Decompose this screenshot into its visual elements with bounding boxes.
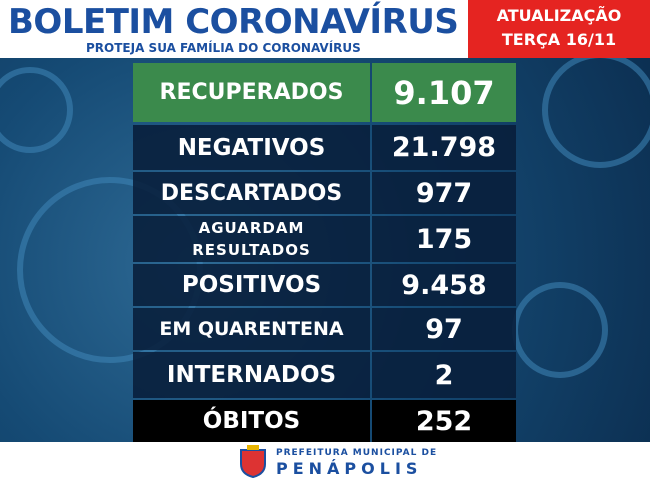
header: BOLETIM CORONAVÍRUS PROTEJA SUA FAMÍLIA …: [0, 0, 468, 58]
row-label: AGUARDAM RESULTADOS: [133, 216, 370, 262]
row-label: INTERNADOS: [133, 352, 370, 398]
row-label: ÓBITOS: [133, 400, 370, 442]
row-value: 21.798: [372, 125, 516, 170]
row-value: 9.107: [372, 63, 516, 122]
row-value: 2: [372, 352, 516, 398]
row-value: 97: [372, 308, 516, 350]
footer: PREFEITURA MUNICIPAL DE PENÁPOLIS: [0, 442, 650, 480]
update-date: TERÇA 16/11: [501, 30, 617, 49]
row-label: NEGATIVOS: [133, 125, 370, 170]
row-label: RECUPERADOS: [133, 63, 370, 122]
row-label: EM QUARENTENA: [133, 308, 370, 350]
footer-line2: PENÁPOLIS: [276, 459, 423, 478]
update-box: ATUALIZAÇÃO TERÇA 16/11: [468, 0, 650, 58]
row-value: 175: [372, 216, 516, 262]
logo: [240, 445, 266, 478]
row-label: POSITIVOS: [133, 264, 370, 306]
row-value: 252: [372, 400, 516, 442]
row-value: 977: [372, 172, 516, 214]
title: BOLETIM CORONAVÍRUS: [8, 2, 459, 42]
row-label: DESCARTADOS: [133, 172, 370, 214]
footer-line1: PREFEITURA MUNICIPAL DE: [276, 448, 438, 458]
update-label: ATUALIZAÇÃO: [496, 6, 622, 25]
row-value: 9.458: [372, 264, 516, 306]
subtitle: PROTEJA SUA FAMÍLIA DO CORONAVÍRUS: [86, 41, 361, 55]
